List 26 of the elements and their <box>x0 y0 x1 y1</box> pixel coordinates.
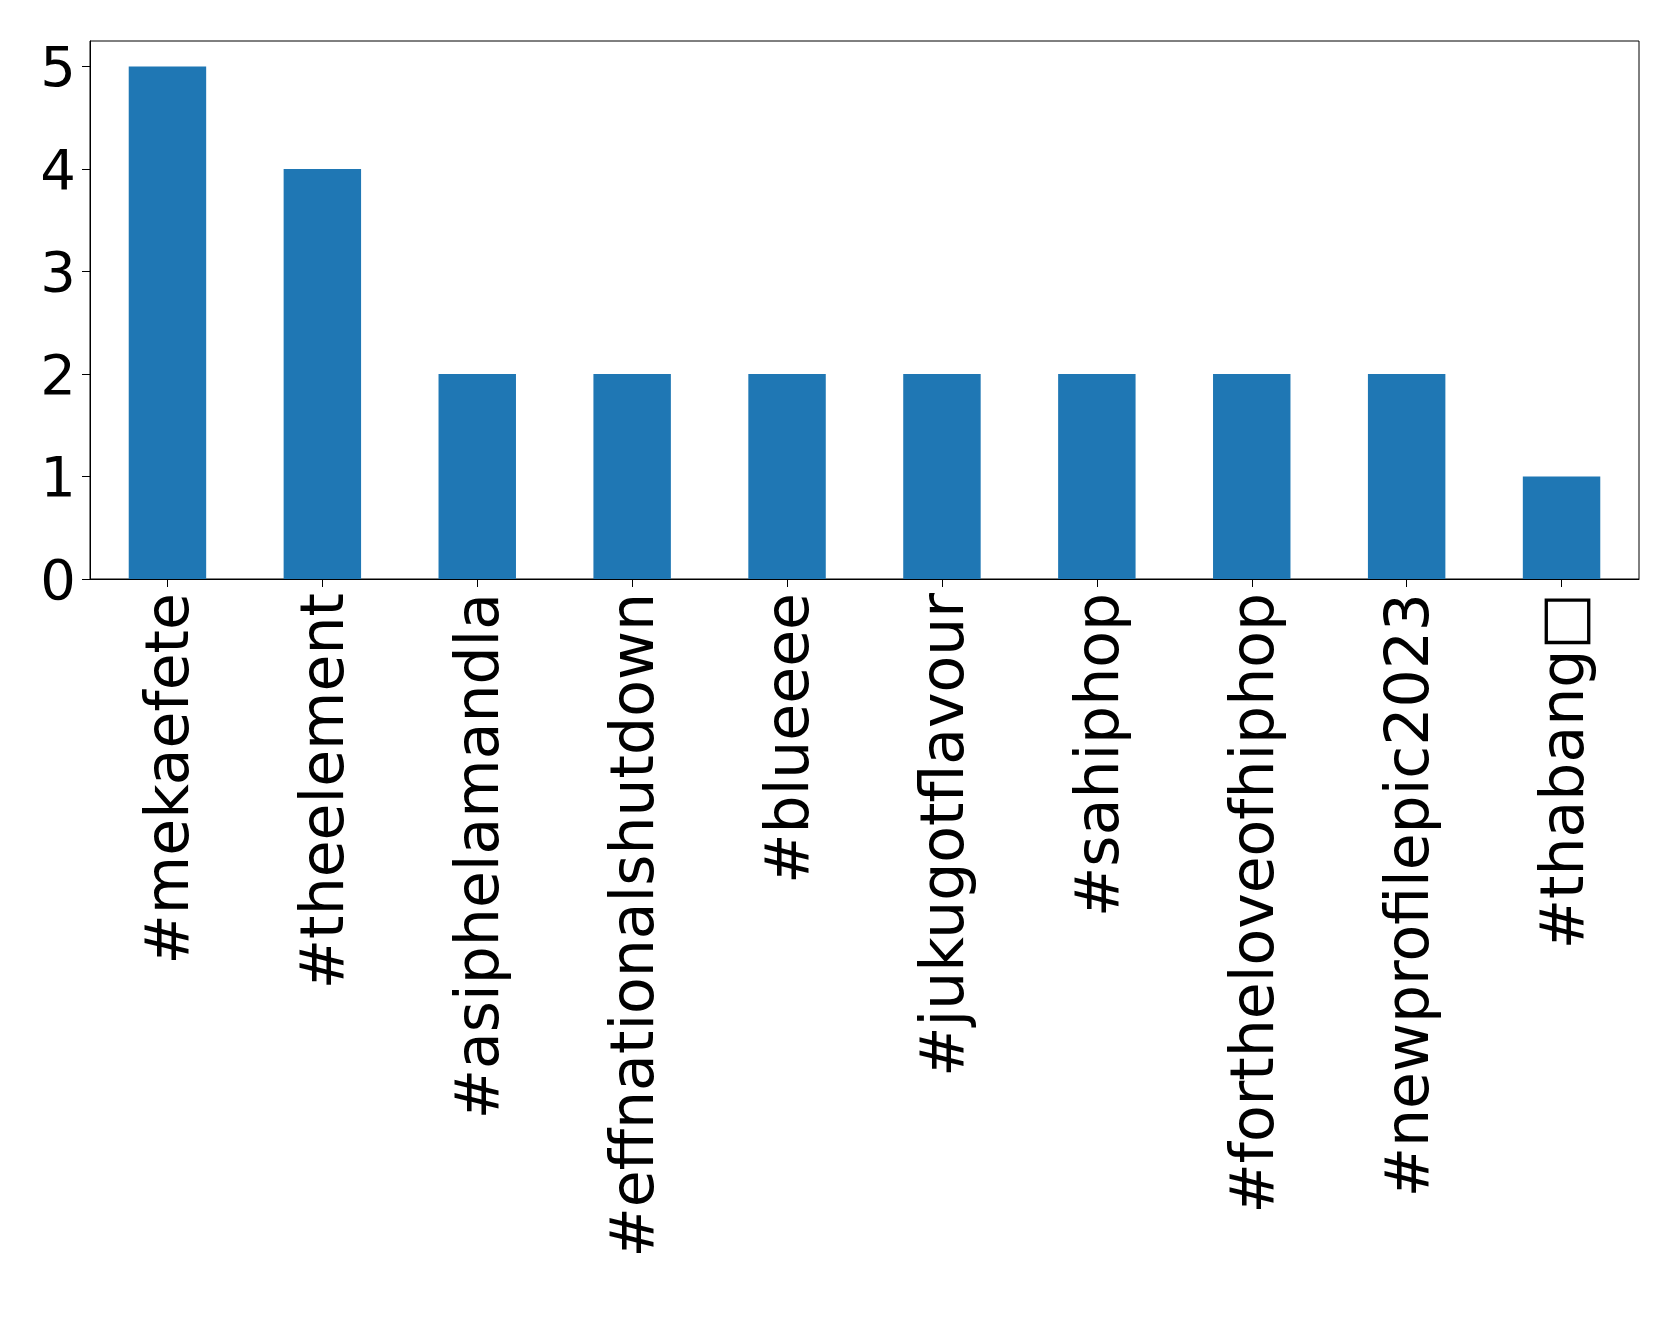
x-tick-label: #blueeee <box>752 593 823 884</box>
y-tick-label: 0 <box>40 546 76 612</box>
x-tick-label: #jukugotflavour <box>906 592 977 1077</box>
bar <box>128 66 207 579</box>
x-tick-label: #newprofilepic2023 <box>1371 593 1442 1198</box>
x-tick-label: #asiphelamandla <box>442 593 513 1120</box>
y-tick-label: 5 <box>40 34 76 100</box>
y-tick-label: 4 <box>40 136 76 202</box>
y-tick-label: 1 <box>40 444 76 510</box>
bar <box>593 374 671 579</box>
bar <box>903 374 981 579</box>
bar <box>283 169 362 579</box>
x-tick-label: #theelement <box>287 593 358 990</box>
bar <box>1213 374 1291 579</box>
bar <box>438 374 516 579</box>
y-tick-label: 2 <box>40 341 76 407</box>
x-tick-label: #sahiphop <box>1061 593 1132 917</box>
x-tick-label: #fortheloveofhiphop <box>1216 593 1287 1214</box>
bar <box>1367 374 1446 579</box>
bar <box>1522 476 1601 579</box>
bar <box>1058 374 1136 579</box>
x-tick-label: #mekaefete <box>132 593 203 965</box>
bar <box>748 374 826 579</box>
x-tick-label: #effnationalshutdown <box>597 593 668 1258</box>
y-tick-label: 3 <box>40 239 76 305</box>
x-tick-label: #thabang□ <box>1526 593 1597 950</box>
